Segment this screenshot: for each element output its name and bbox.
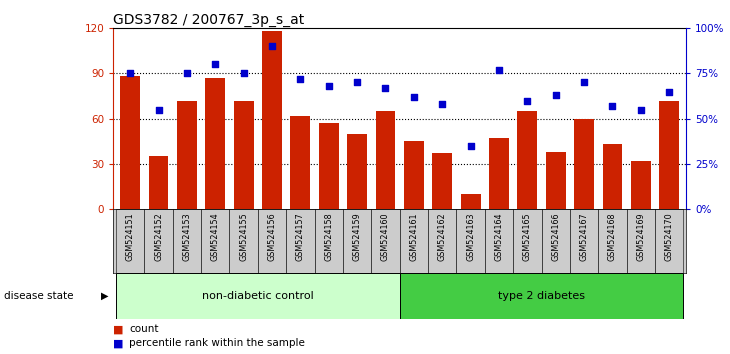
Text: GSM524159: GSM524159 [353,212,361,261]
Point [493,67,505,73]
Bar [375,111,396,209]
Bar [574,119,594,209]
Text: disease state: disease state [4,291,73,301]
Text: GSM524155: GSM524155 [239,212,248,261]
Bar [432,153,452,209]
Text: GSM524154: GSM524154 [211,212,220,261]
Text: type 2 diabetes: type 2 diabetes [498,291,585,301]
Bar [602,144,623,209]
Bar [655,209,683,273]
Point [294,76,306,82]
Point [238,71,250,76]
Text: GSM524156: GSM524156 [267,212,277,261]
Text: GSM524157: GSM524157 [296,212,305,261]
Bar [570,209,599,273]
Text: non-diabetic control: non-diabetic control [202,291,314,301]
Point [181,71,193,76]
Text: percentile rank within the sample: percentile rank within the sample [129,338,305,348]
Bar [343,209,372,273]
Bar [258,209,286,273]
Point [664,89,675,95]
Bar [513,209,542,273]
Text: ▶: ▶ [101,291,108,301]
Bar [347,134,367,209]
Bar [234,101,253,209]
Text: GDS3782 / 200767_3p_s_at: GDS3782 / 200767_3p_s_at [113,13,304,27]
Bar [201,209,229,273]
Text: ■: ■ [113,338,123,348]
Point [578,80,590,85]
Point [521,98,533,103]
Bar [400,209,428,273]
Bar [286,209,315,273]
Point [124,71,136,76]
Bar [659,101,679,209]
Bar [599,209,626,273]
Bar [542,209,570,273]
Bar [626,209,655,273]
Bar [177,101,197,209]
Bar [291,115,310,209]
Point [607,103,618,109]
Text: GSM524160: GSM524160 [381,212,390,261]
Point [266,44,278,49]
Bar [518,111,537,209]
Point [408,94,420,100]
Point [210,62,221,67]
Point [351,80,363,85]
Bar [205,78,226,209]
Text: GSM524164: GSM524164 [494,212,504,261]
Bar [120,76,140,209]
Text: GSM524153: GSM524153 [182,212,191,261]
Bar [116,209,145,273]
Bar [319,123,339,209]
Bar [546,152,566,209]
Bar [116,273,400,319]
Point [437,101,448,107]
Text: count: count [129,324,158,334]
Text: GSM524167: GSM524167 [580,212,588,261]
Bar [400,273,683,319]
Bar [173,209,201,273]
Text: GSM524163: GSM524163 [466,212,475,261]
Point [323,83,334,89]
Bar [456,209,485,273]
Text: GSM524152: GSM524152 [154,212,163,261]
Bar [428,209,456,273]
Point [153,107,164,113]
Point [550,92,561,98]
Bar [485,209,513,273]
Point [465,143,477,149]
Text: GSM524165: GSM524165 [523,212,532,261]
Text: GSM524151: GSM524151 [126,212,134,261]
Bar [149,156,169,209]
Bar [262,32,282,209]
Point [380,85,391,91]
Text: GSM524170: GSM524170 [665,212,674,261]
Bar [372,209,400,273]
Bar [404,141,424,209]
Bar [229,209,258,273]
Bar [631,161,650,209]
Bar [489,138,509,209]
Text: GSM524162: GSM524162 [438,212,447,261]
Text: GSM524166: GSM524166 [551,212,560,261]
Bar [315,209,343,273]
Text: GSM524161: GSM524161 [410,212,418,261]
Bar [145,209,173,273]
Text: GSM524158: GSM524158 [324,212,334,261]
Text: GSM524168: GSM524168 [608,212,617,261]
Text: GSM524169: GSM524169 [637,212,645,261]
Point [635,107,647,113]
Text: ■: ■ [113,324,123,334]
Bar [461,194,480,209]
